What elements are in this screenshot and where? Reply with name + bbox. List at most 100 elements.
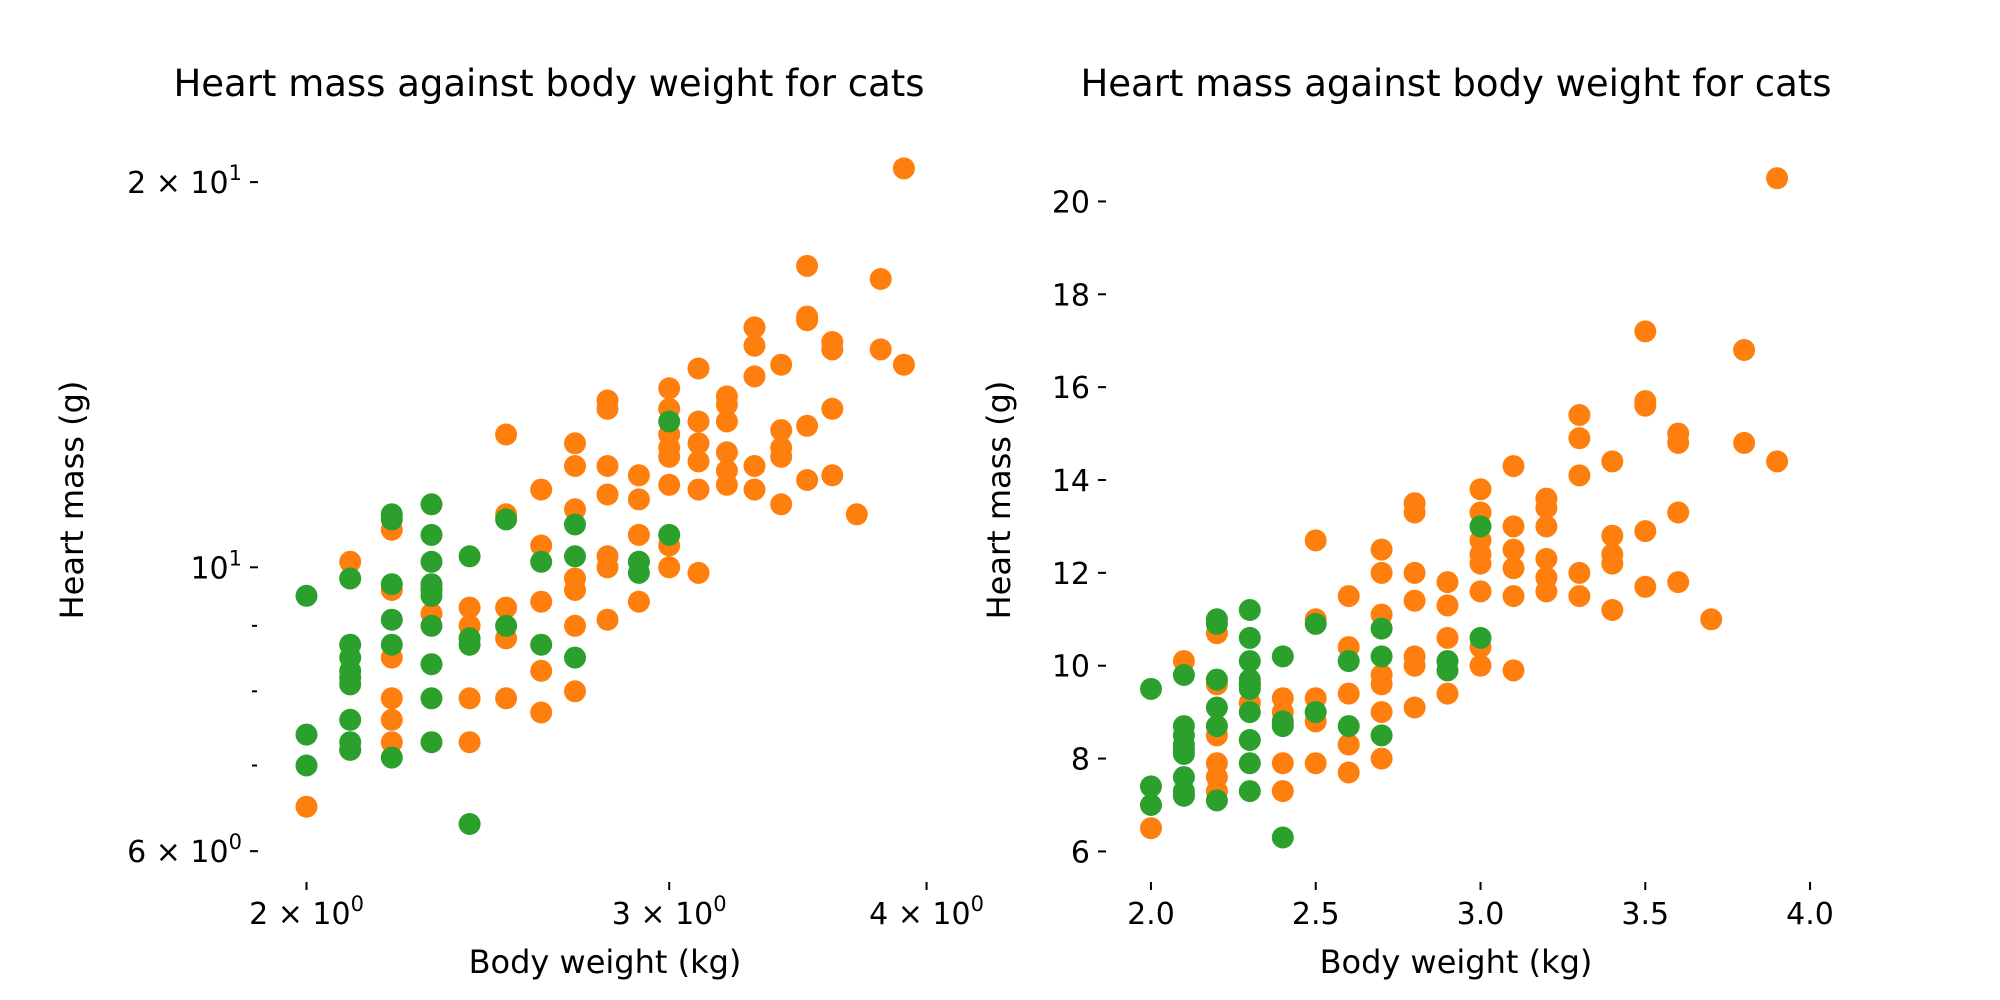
left-chart-title: Heart mass against body weight for cats	[173, 62, 924, 105]
scatter-point	[1733, 339, 1756, 361]
scatter-point	[458, 731, 481, 754]
scatter-point	[530, 659, 553, 682]
scatter-point	[1140, 817, 1162, 840]
scatter-point	[1238, 650, 1261, 673]
x-tick-label: 2.5	[1292, 897, 1340, 932]
scatter-point	[1667, 571, 1690, 594]
scatter-point	[1370, 747, 1393, 770]
scatter-point	[495, 423, 518, 446]
scatter-point	[1271, 645, 1294, 668]
scatter-point	[495, 508, 518, 531]
scatter-point	[380, 731, 403, 754]
scatter-point	[658, 473, 681, 496]
scatter-point	[1436, 594, 1459, 617]
scatter-point	[892, 157, 915, 180]
scatter-point	[1469, 580, 1492, 603]
scatter-point	[1469, 552, 1492, 575]
scatter-point	[845, 503, 868, 526]
scatter-point	[530, 534, 553, 557]
scatter-point	[1502, 538, 1525, 561]
scatter-point	[295, 754, 318, 777]
scatter-point	[596, 455, 619, 477]
log-scatter-panel: Heart mass against body weight for cats …	[53, 62, 984, 981]
scatter-point	[1337, 715, 1360, 738]
scatter-point	[564, 579, 586, 601]
x-tick-label: 2 × 100	[249, 892, 364, 932]
scatter-point	[420, 493, 443, 516]
scatter-point	[687, 561, 710, 584]
scatter-point	[687, 357, 710, 380]
scatter-point	[1766, 450, 1789, 473]
scatter-point	[295, 584, 318, 607]
scatter-point	[869, 268, 892, 290]
scatter-point	[1535, 547, 1558, 570]
scatter-point	[687, 410, 710, 433]
scatter-point	[743, 334, 766, 357]
scatter-point	[1667, 431, 1690, 454]
scatter-point	[458, 813, 481, 835]
x-tick-label: 2.0	[1127, 897, 1175, 932]
scatter-point	[1238, 729, 1261, 751]
scatter-point	[627, 590, 650, 613]
scatter-point	[1337, 585, 1360, 608]
scatter-point	[1634, 575, 1657, 598]
scatter-point	[1436, 571, 1459, 594]
scatter-point	[1238, 599, 1261, 621]
left-plot-points	[295, 157, 915, 835]
scatter-point	[530, 590, 553, 613]
scatter-point	[495, 614, 518, 637]
scatter-point	[715, 441, 738, 464]
scatter-point	[380, 746, 403, 769]
scatter-point	[1370, 673, 1393, 696]
scatter-point	[420, 614, 443, 637]
x-tick-label: 3 × 100	[612, 892, 727, 932]
right-axis-ticks: 2.0 2.5 3.0 3.5 4.0 6 8 10 12 14 16 18 20	[1052, 185, 1834, 932]
scatter-point	[1766, 167, 1789, 190]
x-tick-label: 4 × 100	[869, 892, 984, 932]
scatter-point	[1337, 733, 1360, 756]
scatter-point	[596, 608, 619, 631]
scatter-point	[420, 687, 443, 710]
scatter-point	[1271, 710, 1294, 733]
scatter-point	[687, 450, 710, 473]
scatter-point	[564, 432, 586, 455]
scatter-point	[1370, 617, 1393, 640]
right-plot-points	[1140, 167, 1789, 849]
scatter-point	[821, 397, 844, 420]
scatter-point	[743, 365, 766, 388]
scatter-point	[821, 464, 844, 487]
scatter-point	[295, 795, 318, 818]
y-tick-label: 12	[1052, 557, 1090, 592]
scatter-point	[380, 608, 403, 631]
scatter-point	[658, 377, 681, 400]
scatter-point	[420, 653, 443, 676]
scatter-point	[380, 503, 403, 526]
scatter-point	[1535, 515, 1558, 538]
scatter-point	[1271, 752, 1294, 775]
scatter-point	[627, 550, 650, 573]
scatter-point	[1238, 752, 1261, 775]
scatter-point	[420, 550, 443, 573]
scatter-point	[564, 498, 586, 521]
scatter-point	[1568, 561, 1591, 584]
y-tick-label: 20	[1052, 185, 1090, 220]
scatter-point	[1568, 404, 1591, 426]
scatter-point	[1304, 752, 1327, 775]
scatter-point	[1601, 524, 1624, 547]
scatter-point	[1304, 529, 1327, 552]
scatter-point	[1436, 626, 1459, 649]
scatter-point	[1601, 450, 1624, 473]
scatter-point	[380, 573, 403, 596]
scatter-point	[1205, 696, 1228, 719]
right-y-axis-label: Heart mass (g)	[980, 381, 1018, 620]
scatter-point	[743, 455, 766, 477]
y-tick-label: 2 × 101	[127, 161, 242, 201]
scatter-point	[1733, 431, 1756, 454]
scatter-point	[458, 596, 481, 619]
scatter-point	[1304, 701, 1327, 724]
scatter-point	[420, 731, 443, 754]
scatter-point	[1403, 589, 1426, 612]
